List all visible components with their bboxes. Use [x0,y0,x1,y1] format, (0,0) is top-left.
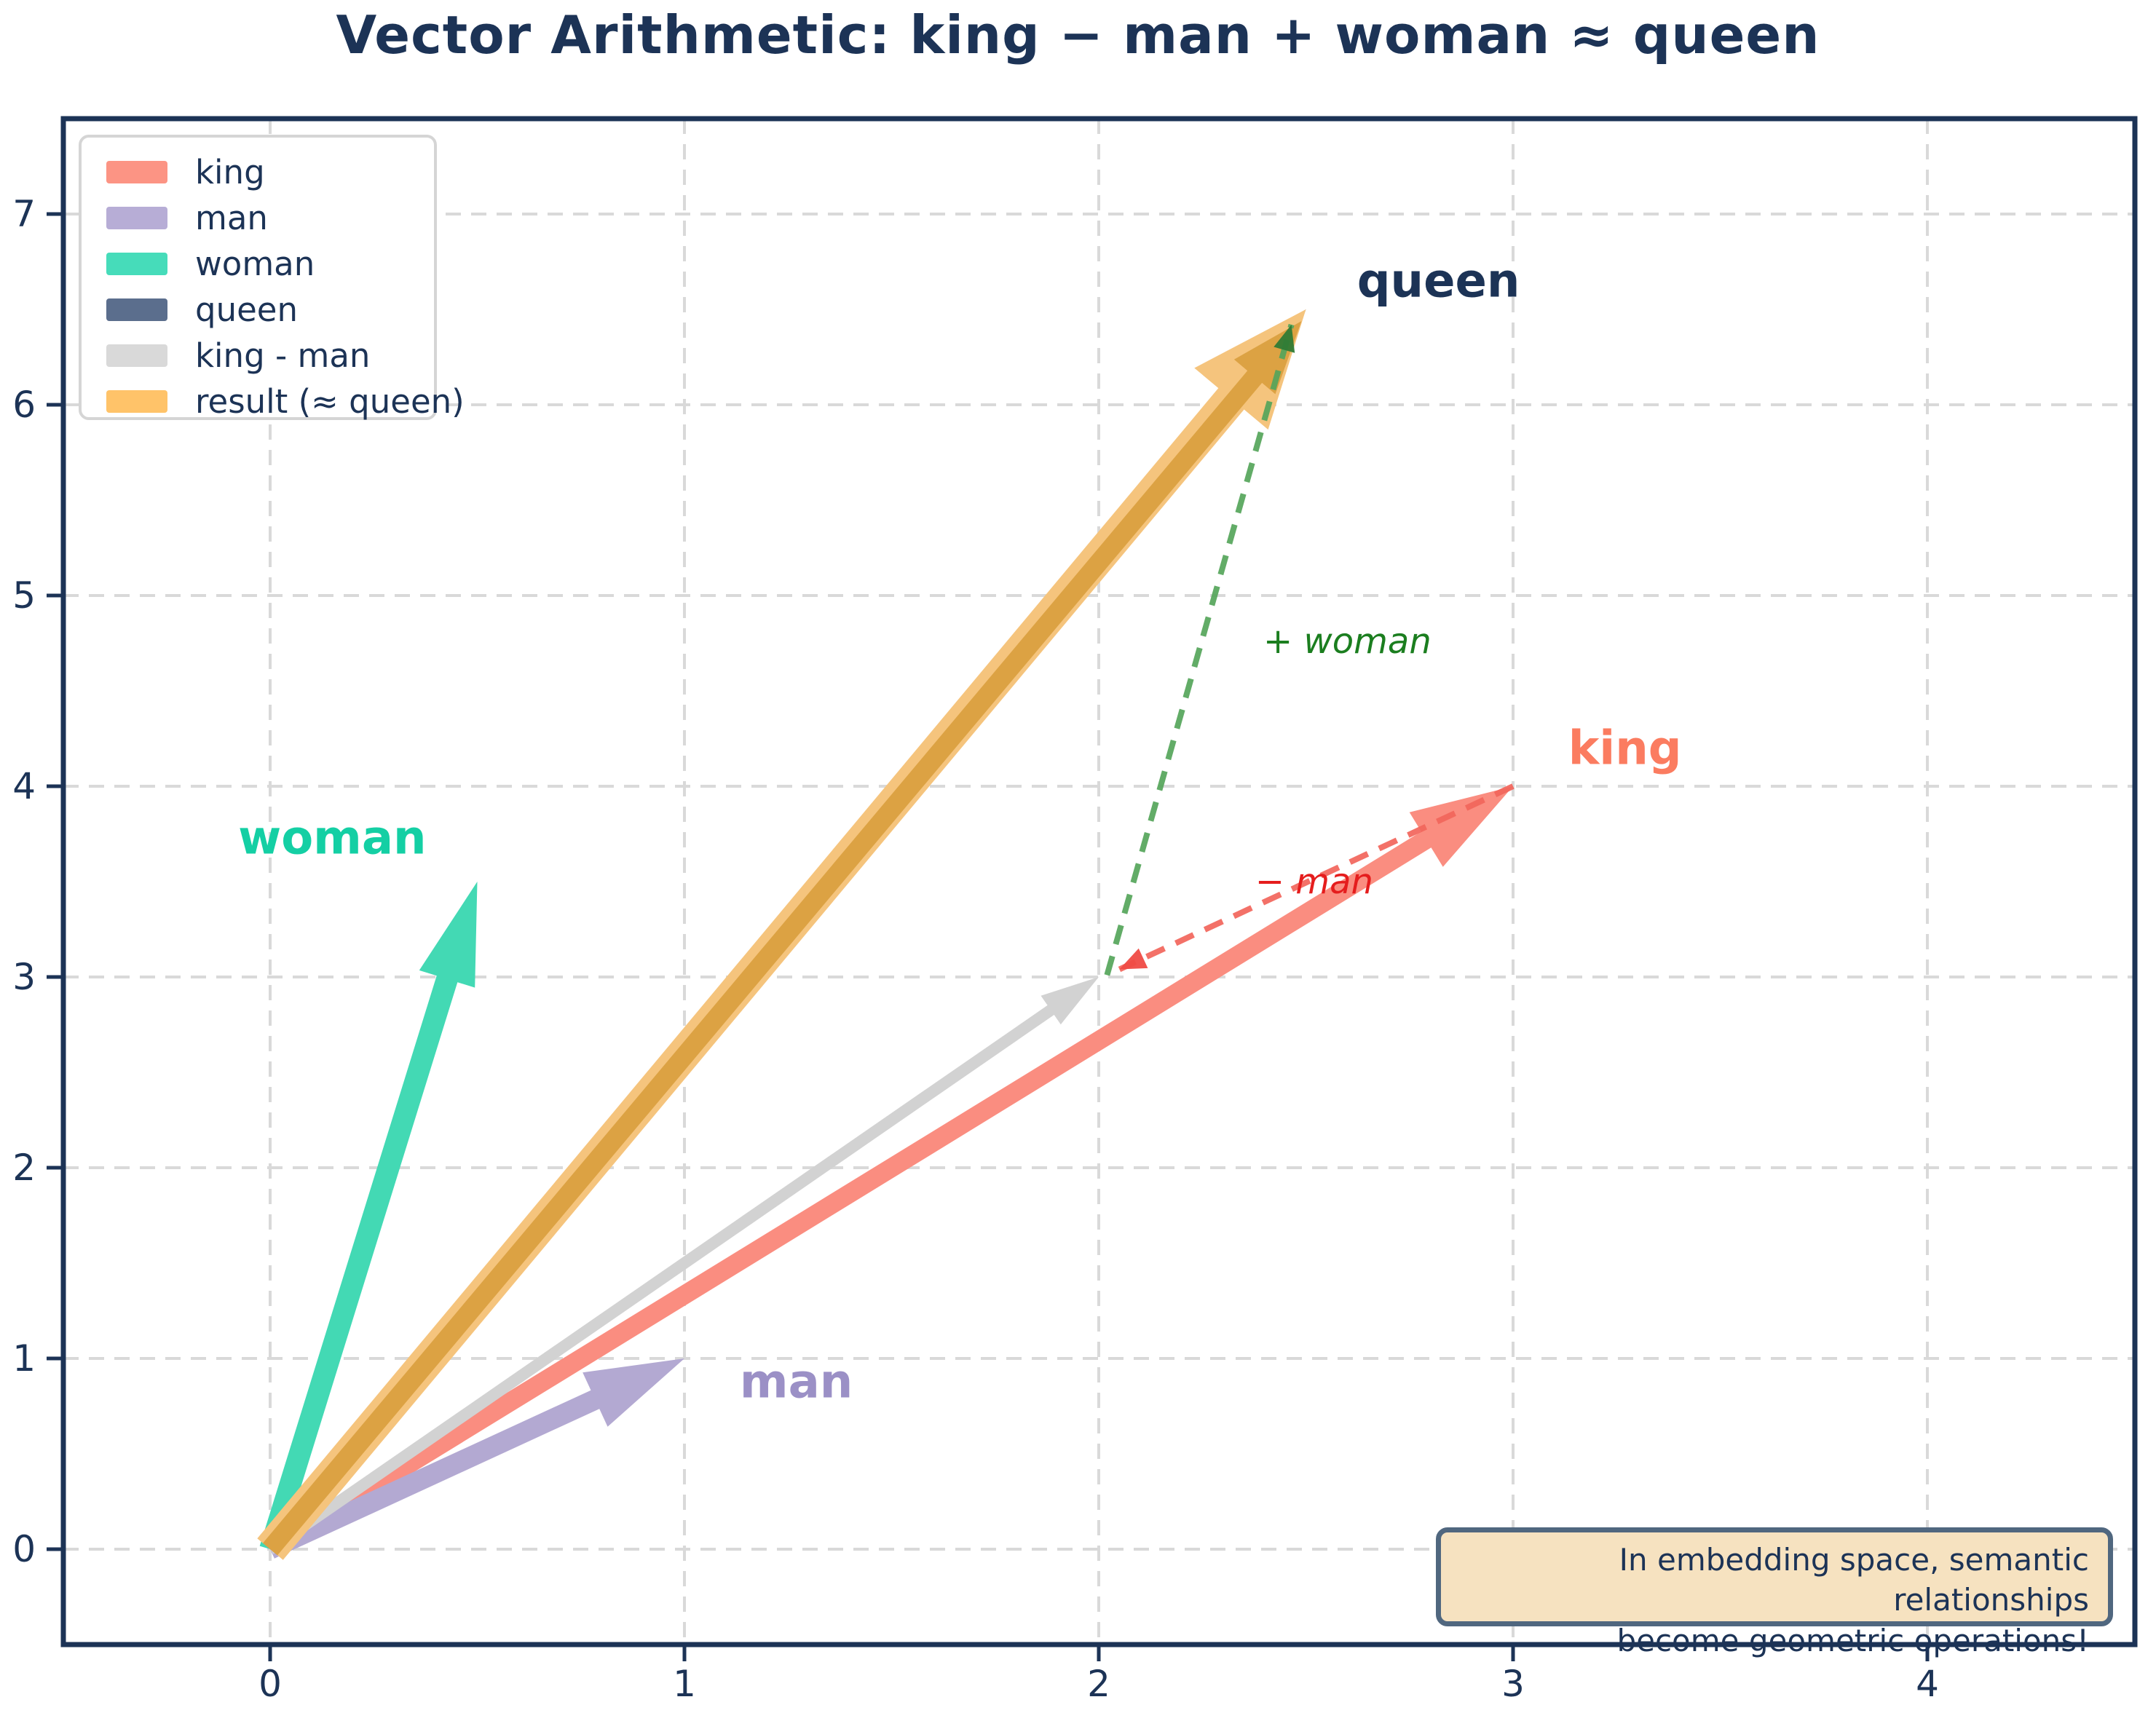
x-tick-label-2: 2 [1087,1663,1110,1705]
arrow-king [265,786,1514,1558]
arrow-woman [259,882,478,1553]
y-tick-label-1: 1 [12,1337,36,1380]
legend-item-result: result (≈ queen) [106,379,465,424]
dashed-plus-woman [1104,323,1295,976]
arrow-result [263,321,1302,1556]
legend-swatch-woman [106,253,167,275]
label-woman: woman [238,812,427,866]
legend-item-man: man [106,195,434,241]
legend-swatch-queen [106,298,167,321]
legend-item-woman: woman [106,241,434,287]
label-minus-man: − man [1255,861,1373,902]
dashed-head-plus-woman [1274,325,1295,353]
plot-border [60,116,2138,1647]
legend-swatch-king [106,161,167,183]
y-tick-label-3: 3 [12,956,36,998]
dashed-head-minus-man [1119,948,1148,970]
legend-label-man: man [195,199,268,237]
info-box-line-1: In embedding space, semantic relationshi… [1619,1542,2089,1618]
x-tick-label-1: 1 [673,1663,696,1705]
legend: king man woman queen king - man result (≈ que… [79,135,465,421]
x-tick-label-4: 4 [1916,1663,1939,1705]
label-queen: queen [1357,255,1520,309]
y-tick-label-7: 7 [12,193,36,235]
legend-label-result: result (≈ queen) [195,382,465,421]
y-tick-label-4: 4 [12,765,36,807]
info-box: In embedding space, semantic relationshi… [1436,1527,2113,1658]
y-tick-label-5: 5 [12,574,36,617]
label-man: man [740,1355,853,1409]
arrow-king-minus-man [266,977,1099,1554]
info-box-line-2: become geometric operations! [1616,1622,2089,1658]
legend-label-woman: woman [195,245,315,283]
arrow-man [266,1358,685,1559]
x-tick-label-3: 3 [1501,1663,1525,1705]
y-tick-label-0: 0 [12,1528,36,1570]
legend-swatch-man [106,207,167,229]
legend-item-king-man: king - man [106,333,434,379]
y-tick-label-6: 6 [12,384,36,426]
label-plus-woman: + woman [1263,621,1432,662]
legend-label-king: king [195,153,265,191]
legend-label-king-man: king - man [195,336,371,375]
label-king: king [1568,722,1682,776]
y-tick-label-2: 2 [12,1147,36,1189]
chart-title: Vector Arithmetic: king − man + woman ≈ … [336,4,1820,66]
legend-label-queen: queen [195,290,298,329]
legend-item-king: king [106,149,434,195]
dashed-minus-man [1118,783,1515,973]
legend-item-queen: queen [106,287,434,333]
x-tick-label-0: 0 [258,1663,282,1705]
legend-swatch-result [106,390,167,413]
legend-swatch-king-man [106,344,167,367]
